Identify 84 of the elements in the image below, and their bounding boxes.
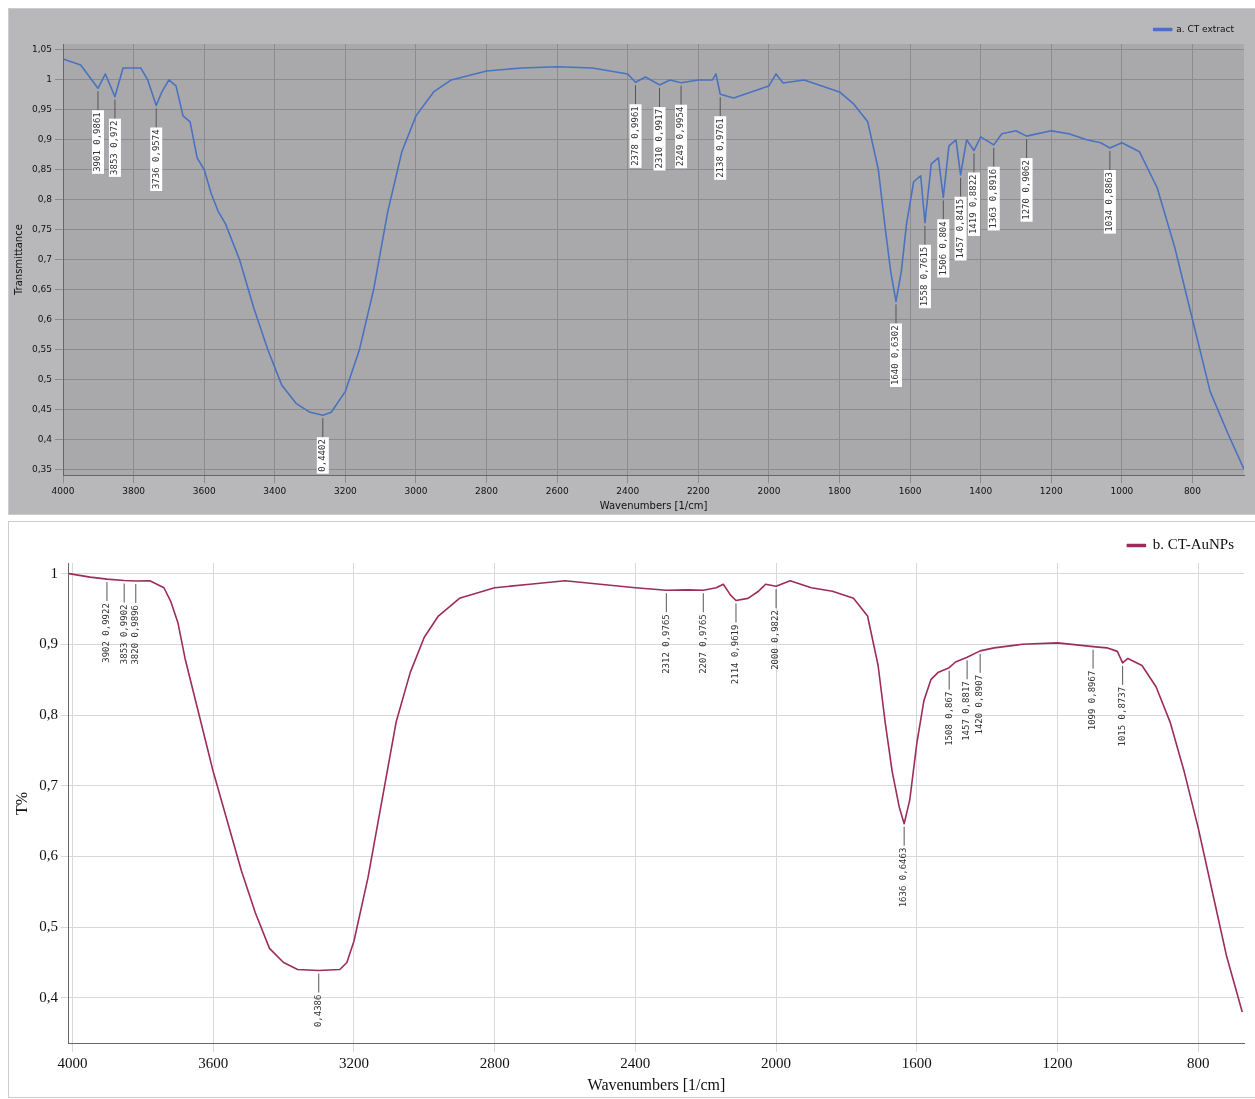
y-tick-label: 0,7	[39, 776, 59, 793]
x-axis-title: Wavenumbers [1/cm]	[587, 1075, 726, 1093]
annotation: 0,4402	[317, 439, 328, 472]
x-tick-label: 2000	[761, 1054, 792, 1071]
y-tick-label: 0,75	[31, 224, 53, 234]
x-tick-label: 3200	[338, 1054, 369, 1071]
annotation: 3901 0,9861	[92, 112, 103, 172]
annotation: 1457 0,8817	[961, 681, 972, 741]
x-tick-label: 1200	[1042, 1054, 1073, 1071]
annotation: 2378 0,9961	[629, 106, 640, 166]
annotation: 2310 0,9917	[653, 108, 664, 169]
annotation: 2000 0,9822	[770, 610, 781, 670]
annotation: 1015 0,8737	[1116, 686, 1127, 747]
y-tick-label: 0,55	[31, 343, 53, 354]
annotation: 1270 0,9062	[1020, 160, 1031, 220]
y-tick-label: 1,05	[31, 44, 53, 55]
x-tick-label: 2000	[757, 485, 781, 496]
annotation: 1099 0,8967	[1087, 670, 1098, 731]
x-tick-label: 1400	[969, 485, 993, 496]
y-tick-label: 0,6	[39, 847, 59, 864]
x-tick-label: 800	[1183, 485, 1202, 496]
annotation: 1558 0,7615	[919, 246, 930, 307]
annotation: 3820 0,9896	[130, 604, 141, 665]
x-tick-label: 1200	[1039, 485, 1064, 496]
y-tick-label: 0,5	[37, 373, 53, 384]
y-tick-label: 1	[50, 564, 58, 581]
annotation: 1363 0,8916	[988, 168, 999, 229]
annotation: 2312 0,9765	[660, 614, 671, 674]
x-tick-label: 1600	[898, 485, 922, 496]
x-tick-label: 2800	[475, 485, 499, 496]
y-tick-label: 0,5	[39, 918, 58, 935]
annotation: 1640 0,6302	[890, 325, 901, 386]
y-axis-title: T%	[12, 791, 30, 815]
annotation: 2249 0,9954	[675, 106, 686, 167]
annotation: 3853 0,972	[109, 120, 120, 175]
x-tick-label: 3200	[333, 485, 358, 496]
x-tick-label: 4000	[51, 485, 75, 496]
annotation: 2207 0,9765	[697, 614, 708, 674]
annotation: 3736 0,9574	[150, 129, 161, 190]
annotation: 0,4386	[313, 994, 324, 1028]
legend-label: a. CT extract	[1176, 23, 1235, 34]
annotation: 1506 0,804	[937, 221, 948, 276]
y-tick-label: 0,6	[37, 313, 53, 324]
x-tick-label: 3800	[122, 485, 146, 496]
annotation: 1034 0,8863	[1104, 172, 1115, 232]
y-tick-label: 0,8	[37, 194, 53, 205]
annotation: 1636 0,6463	[898, 847, 909, 908]
x-axis-title: Wavenumbers [1/cm]	[599, 499, 708, 511]
x-tick-label: 2600	[545, 485, 569, 496]
annotation: 2138 0,9761	[714, 118, 725, 178]
y-tick-label: 1	[46, 74, 53, 85]
y-tick-label: 0,4	[39, 988, 59, 1005]
x-tick-label: 3600	[198, 1054, 229, 1071]
x-tick-label: 3000	[404, 485, 428, 496]
x-tick-label: 1800	[828, 485, 852, 496]
y-tick-label: 0,45	[31, 403, 53, 414]
y-tick-label: 0,85	[31, 164, 53, 175]
x-tick-label: 2400	[620, 1054, 651, 1071]
y-tick-label: 0,65	[31, 283, 53, 294]
x-tick-label: 2400	[616, 485, 640, 496]
x-tick-label: 3600	[192, 485, 216, 496]
y-tick-label: 0,35	[31, 463, 53, 474]
annotation: 3853 0,9902	[118, 604, 129, 665]
annotation: 1420 0,8907	[974, 674, 985, 735]
annotation: 2114 0,9619	[730, 624, 741, 685]
x-tick-label: 2800	[479, 1054, 510, 1071]
y-tick-label: 0,9	[37, 134, 53, 145]
y-tick-label: 0,8	[39, 705, 58, 722]
annotation: 1419 0,8822	[968, 174, 979, 235]
x-tick-label: 800	[1187, 1054, 1210, 1071]
x-tick-label: 1600	[901, 1054, 932, 1071]
annotation: 1508 0,867	[943, 691, 954, 746]
x-tick-label: 3400	[263, 485, 287, 496]
y-tick-label: 0,9	[39, 635, 58, 652]
x-tick-label: 2200	[686, 485, 711, 496]
annotation: 3902 0,9922	[101, 603, 112, 663]
annotation: 1457 0,8415	[954, 198, 965, 259]
x-tick-label: 4000	[57, 1054, 88, 1071]
y-tick-label: 0,4	[37, 433, 53, 444]
y-tick-label: 0,7	[37, 253, 53, 264]
y-tick-label: 0,95	[31, 104, 53, 115]
y-axis-title: Transmittance	[12, 224, 24, 297]
x-tick-label: 1000	[1110, 485, 1134, 496]
legend-label: b. CT-AuNPs	[1152, 536, 1235, 553]
